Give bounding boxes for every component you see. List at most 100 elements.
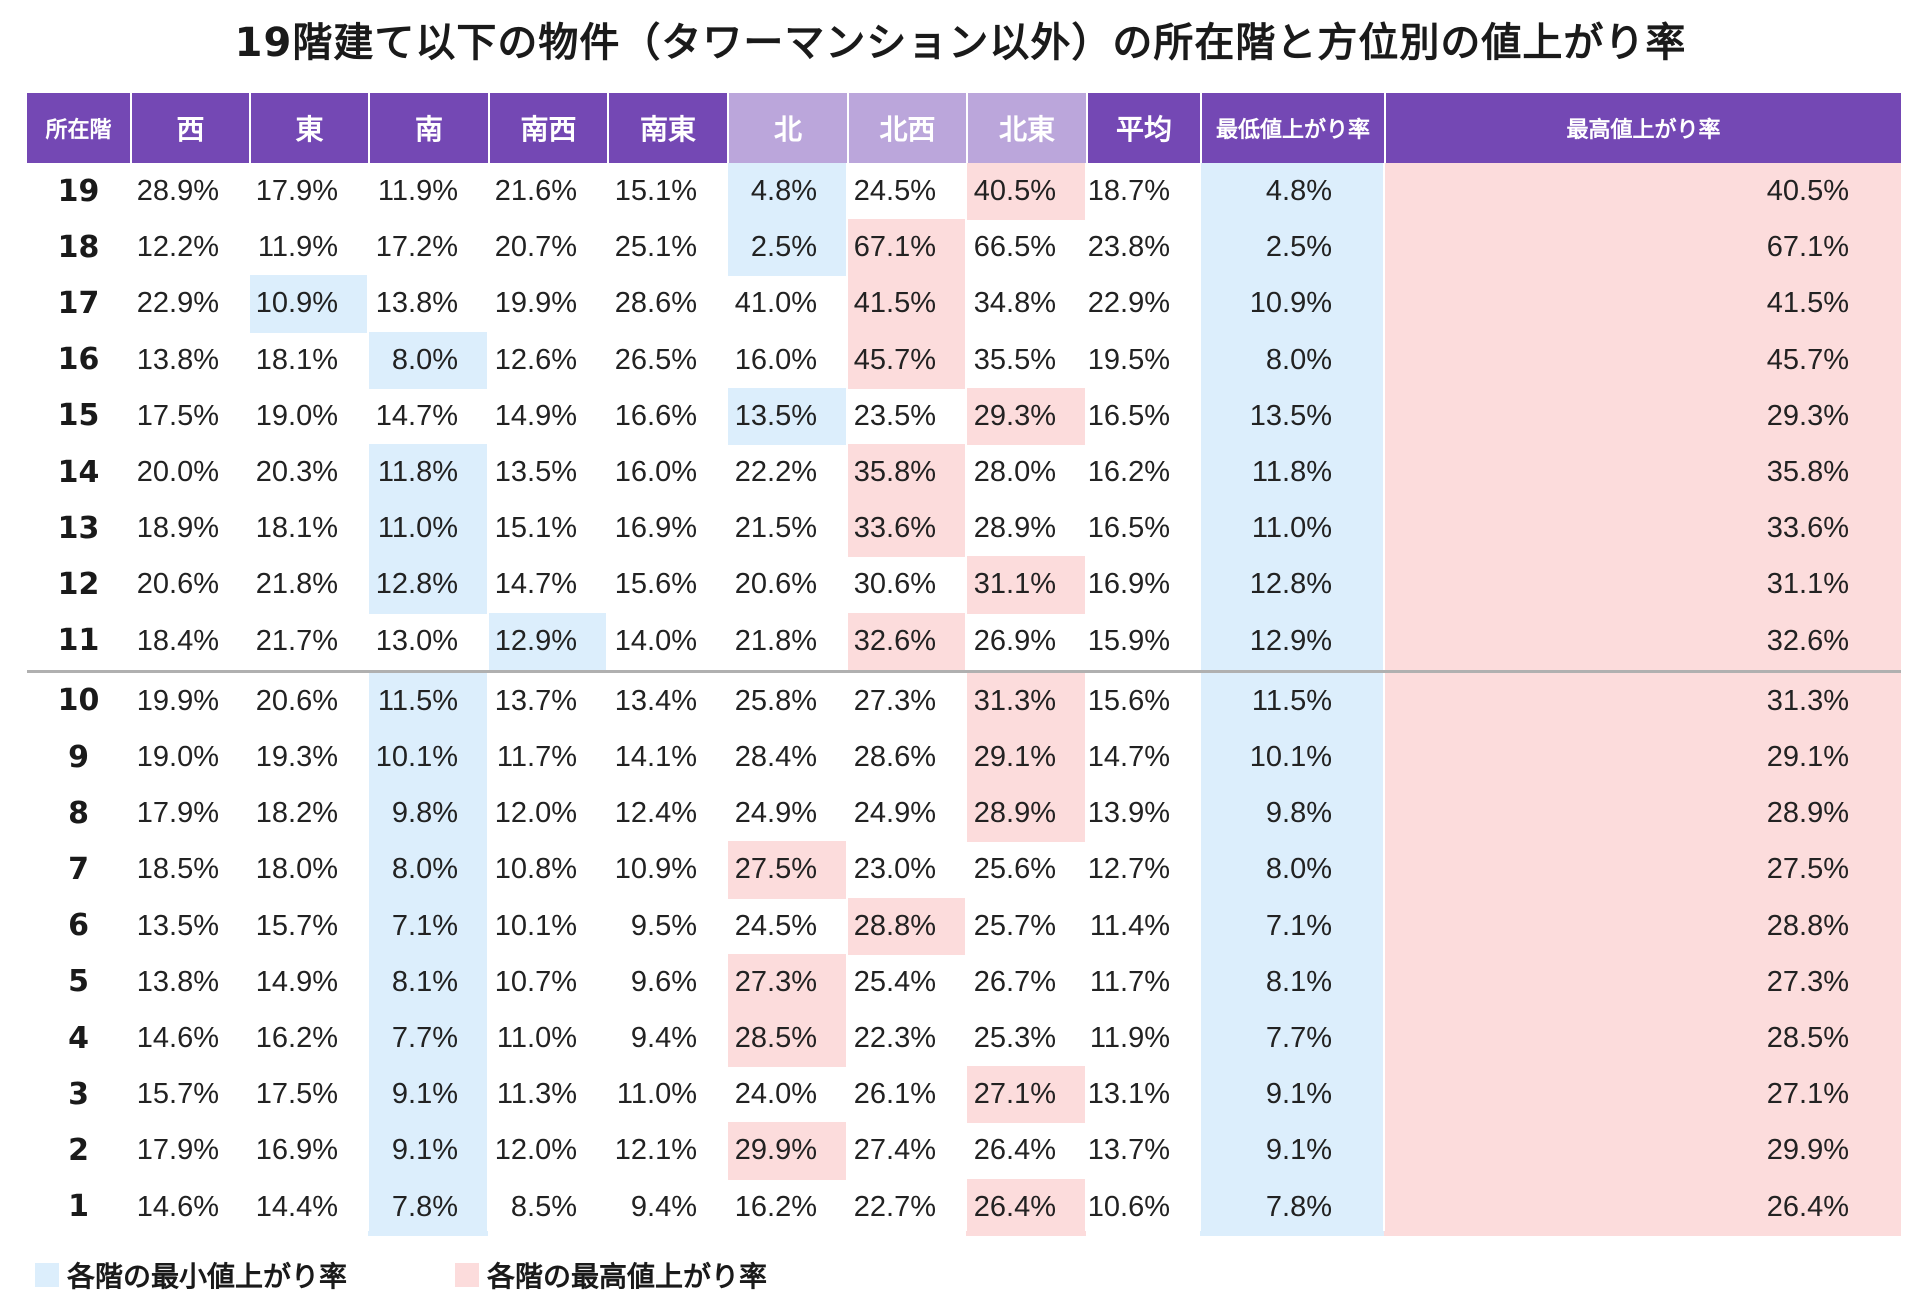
table-cell: 18.1%	[255, 343, 338, 376]
table-cell: 29.9%	[727, 1122, 847, 1180]
column-divider	[367, 163, 369, 1231]
table-cell: 12.4%	[614, 797, 697, 830]
table-cell: 7.1%	[1200, 897, 1384, 955]
table-cell: 21.6%	[494, 175, 577, 208]
table-cell: 14.6%	[136, 1190, 219, 1223]
table-cell: 40.5%	[1384, 163, 1901, 221]
table-cell: 18.0%	[255, 853, 338, 886]
table-cell: 11.7%	[496, 741, 577, 774]
table-cell: 11.0%	[496, 1022, 577, 1055]
table-cell: 13.7%	[1087, 1134, 1170, 1167]
table-cell: 22.3%	[853, 1022, 936, 1055]
table-cell: 22.9%	[1087, 287, 1170, 320]
floor-label: 18	[57, 229, 100, 265]
table-cell: 17.5%	[136, 399, 219, 432]
header-0: 所在階	[27, 93, 130, 163]
table-cell: 35.5%	[973, 343, 1056, 376]
table-cell: 10.1%	[494, 909, 577, 942]
legend-max-label: 各階の最高値上がり率	[487, 1260, 768, 1293]
table-cell: 28.4%	[734, 741, 817, 774]
table-cell: 28.5%	[727, 1010, 847, 1068]
table-cell: 24.5%	[734, 909, 817, 942]
table-cell: 10.9%	[249, 275, 368, 333]
table-cell: 12.9%	[1200, 612, 1384, 670]
table-cell: 28.9%	[973, 512, 1056, 545]
column-divider	[1085, 163, 1087, 1231]
table-cell: 10.8%	[494, 853, 577, 886]
table-cell: 8.1%	[1200, 953, 1384, 1011]
rate-table: 所在階西東南南西 南東北北西 北東 平均 最低値上がり率 最高値上がり率 19 28.9% 17…	[27, 93, 1901, 1236]
table-cell: 16.2%	[255, 1022, 338, 1055]
table-cell: 13.8%	[375, 287, 458, 320]
table-cell: 31.1%	[966, 556, 1086, 614]
floor-label: 5	[68, 964, 89, 1000]
table-cell: 11.4%	[1089, 909, 1170, 942]
table-cell: 26.4%	[973, 1134, 1056, 1167]
table-cell: 8.0%	[368, 331, 488, 389]
table-cell: 13.5%	[727, 387, 847, 445]
table-cell: 20.7%	[494, 231, 577, 264]
floor-label: 10	[57, 683, 100, 719]
table-cell: 35.8%	[847, 444, 966, 502]
table-cell: 20.3%	[255, 456, 338, 489]
legend-min: 各階の最小値上がり率	[35, 1255, 347, 1295]
table-cell: 33.6%	[1384, 500, 1901, 558]
table-cell: 26.4%	[966, 1178, 1086, 1236]
table-cell: 11.9%	[1089, 1022, 1170, 1055]
table-cell: 23.8%	[1087, 231, 1170, 264]
table-cell: 15.1%	[614, 175, 697, 208]
floor-label: 3	[68, 1076, 89, 1112]
header-10: 最低値上がり率	[1200, 93, 1384, 163]
header-5: 南東	[607, 93, 727, 163]
table-cell: 19.0%	[136, 741, 219, 774]
header-6: 北	[727, 93, 847, 163]
table-cell: 20.6%	[734, 568, 817, 601]
table-cell: 24.5%	[853, 175, 936, 208]
header-11: 最高値上がり率	[1384, 93, 1901, 163]
table-cell: 29.1%	[1384, 729, 1901, 787]
table-cell: 27.3%	[1384, 953, 1901, 1011]
table-cell: 32.6%	[1384, 612, 1901, 670]
table-cell: 28.0%	[973, 456, 1056, 489]
table-cell: 2.5%	[1200, 219, 1384, 277]
floor-label: 16	[57, 342, 100, 378]
table-cell: 31.1%	[1384, 556, 1901, 614]
table-cell: 33.6%	[847, 500, 966, 558]
table-cell: 10.9%	[1200, 275, 1384, 333]
table-cell: 19.5%	[1087, 343, 1170, 376]
table-cell: 27.4%	[853, 1134, 936, 1167]
table-cell: 13.5%	[1200, 387, 1384, 445]
column-divider	[487, 163, 489, 1231]
table-cell: 22.7%	[853, 1190, 936, 1223]
table-cell: 8.5%	[510, 1190, 577, 1223]
column-divider	[965, 163, 967, 1231]
table-cell: 9.8%	[368, 785, 488, 843]
table-cell: 27.5%	[1384, 841, 1901, 899]
table-cell: 12.8%	[368, 556, 488, 614]
table-cell: 11.5%	[368, 672, 488, 730]
floor-group-divider	[27, 669, 1901, 673]
table-cell: 8.0%	[1200, 841, 1384, 899]
floor-label: 1	[68, 1189, 89, 1225]
table-cell: 16.2%	[734, 1190, 817, 1223]
table-cell: 28.6%	[853, 741, 936, 774]
table-cell: 19.9%	[136, 684, 219, 717]
table-cell: 8.0%	[368, 841, 488, 899]
table-cell: 13.0%	[375, 624, 458, 657]
floor-label: 12	[57, 566, 100, 602]
table-cell: 29.3%	[966, 387, 1086, 445]
table-cell: 18.9%	[136, 512, 219, 545]
table-cell: 11.0%	[1200, 500, 1384, 558]
table-cell: 20.6%	[255, 684, 338, 717]
table-cell: 7.7%	[1200, 1010, 1384, 1068]
table-cell: 14.7%	[1087, 741, 1170, 774]
table-cell: 28.5%	[1384, 1010, 1901, 1068]
table-cell: 15.6%	[614, 568, 697, 601]
table-cell: 67.1%	[1384, 219, 1901, 277]
table-cell: 9.6%	[630, 965, 697, 998]
table-cell: 7.8%	[368, 1178, 488, 1236]
table-cell: 18.5%	[136, 853, 219, 886]
table-cell: 27.3%	[853, 684, 936, 717]
table-cell: 14.9%	[255, 965, 338, 998]
floor-label: 6	[68, 908, 89, 944]
